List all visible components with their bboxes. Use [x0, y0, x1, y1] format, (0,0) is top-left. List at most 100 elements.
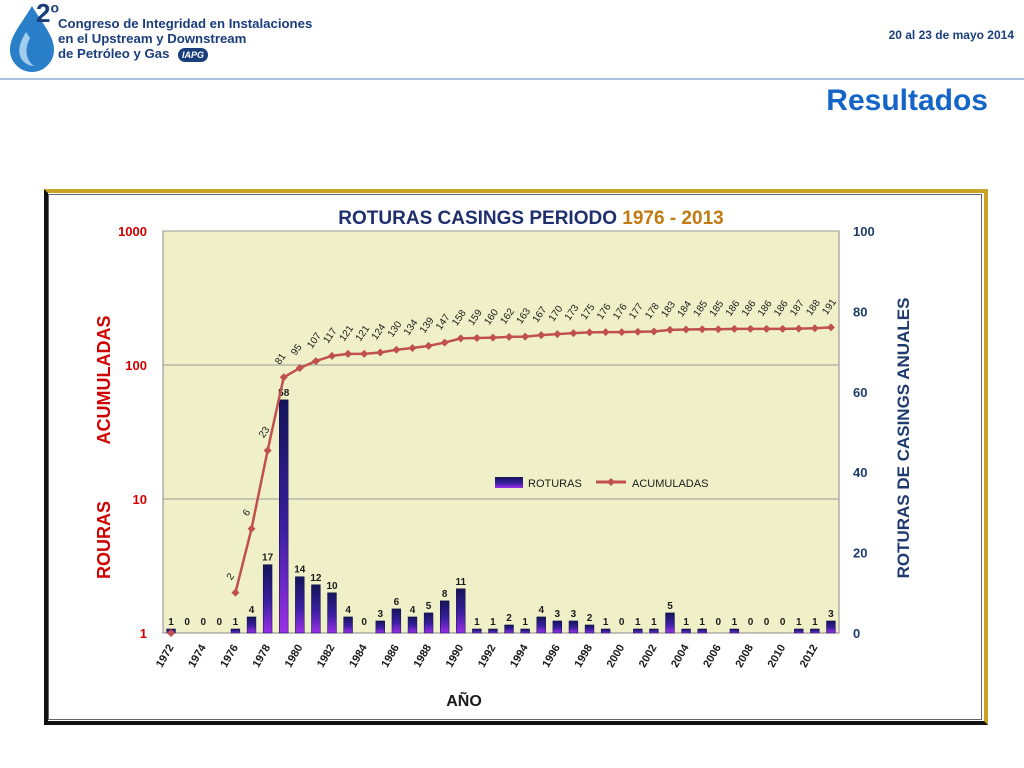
cumulative-point	[247, 524, 256, 533]
bar-label: 1	[796, 617, 802, 628]
cumulative-point	[585, 328, 594, 337]
cumulative-point	[231, 588, 240, 597]
y-axis-label-left-1: ROURAS	[94, 501, 114, 579]
bar-label: 0	[200, 617, 206, 628]
bar-label: 0	[716, 617, 722, 628]
bar-label: 0	[361, 617, 367, 628]
cumulative-point	[649, 327, 658, 336]
legend: ROTURAS ACUMULADAS	[495, 477, 708, 490]
x-tick-label: 1986	[379, 643, 402, 670]
logo-line-3: de Petróleo y Gas	[58, 46, 170, 61]
bar-label: 0	[184, 617, 190, 628]
bar-label: 3	[828, 609, 834, 620]
cumulative-point	[488, 333, 497, 342]
bar	[729, 628, 740, 634]
right-tick-label: 0	[853, 626, 860, 641]
x-tick-label: 2000	[605, 643, 628, 670]
left-tick-label: 1	[140, 626, 147, 641]
cumulative-point	[392, 345, 401, 354]
cumulative-point	[263, 446, 272, 455]
bar-label: 0	[748, 617, 754, 628]
bar	[279, 399, 289, 634]
x-tick-label: 2004	[669, 642, 692, 670]
bar-label: 1	[732, 617, 738, 628]
cumulative-point	[376, 348, 385, 357]
bar	[375, 620, 385, 634]
cumulative-point	[778, 324, 787, 333]
bar	[520, 628, 530, 634]
bar-label: 1	[233, 617, 239, 628]
cumulative-point	[762, 324, 771, 333]
cumulative-point	[472, 334, 481, 343]
right-tick-label: 80	[853, 304, 867, 319]
x-tick-label: 1978	[251, 643, 274, 670]
left-tick-label: 10	[133, 492, 147, 507]
left-tick-label: 100	[125, 358, 147, 373]
right-tick-label: 40	[853, 465, 867, 480]
cumulative-point	[360, 349, 369, 358]
cumulative-point	[167, 629, 176, 637]
bar-label: 1	[168, 617, 174, 628]
x-tick-label: 1988	[412, 643, 435, 670]
bar	[568, 620, 579, 634]
cumulative-point	[633, 327, 642, 336]
x-tick-label: 1982	[315, 643, 338, 670]
x-tick-label: 1994	[508, 642, 531, 670]
chart-title: ROTURAS CASINGS PERIODO 1976 - 2013	[338, 208, 723, 229]
bar-label: 17	[262, 553, 274, 564]
cumulative-point	[810, 324, 819, 333]
bar	[633, 628, 643, 634]
cumulative-point	[601, 328, 610, 337]
bar	[327, 592, 337, 634]
left-tick-label: 1000	[118, 224, 147, 239]
bar	[456, 588, 466, 634]
bar-label: 1	[651, 617, 657, 628]
cumulative-point	[279, 373, 288, 382]
bar-label: 14	[294, 565, 306, 576]
bar-label: 1	[522, 617, 528, 628]
bar	[391, 608, 402, 634]
cumulative-point	[537, 331, 546, 340]
x-tick-label: 1972	[154, 643, 177, 670]
cumulative-point	[328, 351, 336, 360]
x-tick-label: 2012	[798, 643, 821, 670]
bar-label: 2	[506, 613, 512, 624]
cumulative-point	[714, 325, 723, 334]
cumulative-point	[344, 349, 353, 358]
bar	[584, 624, 595, 634]
bar-label: 0	[780, 617, 786, 628]
bar-label: 58	[278, 388, 290, 399]
bar	[311, 584, 321, 634]
bar-label: 6	[394, 597, 400, 608]
bar-label: 3	[555, 609, 561, 620]
bar	[295, 576, 305, 634]
cumulative-point	[569, 329, 578, 338]
bar	[472, 628, 482, 634]
x-tick-label: 1990	[444, 643, 467, 670]
x-axis-label: AÑO	[446, 690, 482, 710]
bar-label: 4	[410, 605, 416, 616]
gridlines	[163, 230, 839, 500]
x-tick-label: 2008	[733, 643, 756, 670]
cumulative-point	[682, 325, 691, 334]
x-tick-label: 1984	[347, 642, 370, 670]
bar-label: 0	[619, 617, 625, 628]
logo-number: 2o	[36, 0, 60, 28]
bar	[262, 564, 273, 634]
bar-label: 3	[571, 609, 577, 620]
page-title: Resultados	[826, 84, 988, 117]
congress-logo: 2o Congreso de Integridad en Instalacion…	[6, 0, 312, 74]
cumulative-label: 2	[225, 571, 237, 582]
bar-label: 5	[426, 601, 432, 612]
bar-label: 1	[603, 617, 609, 628]
plot-area	[162, 230, 840, 634]
bar	[665, 612, 675, 634]
bar-label: 11	[455, 577, 466, 588]
chart-inner-border	[48, 194, 982, 720]
bar-label: 4	[249, 605, 255, 616]
bar-label: 0	[217, 617, 223, 628]
right-tick-label: 60	[853, 385, 867, 400]
cumulative-point	[617, 328, 626, 337]
cumulative-point	[505, 332, 514, 341]
